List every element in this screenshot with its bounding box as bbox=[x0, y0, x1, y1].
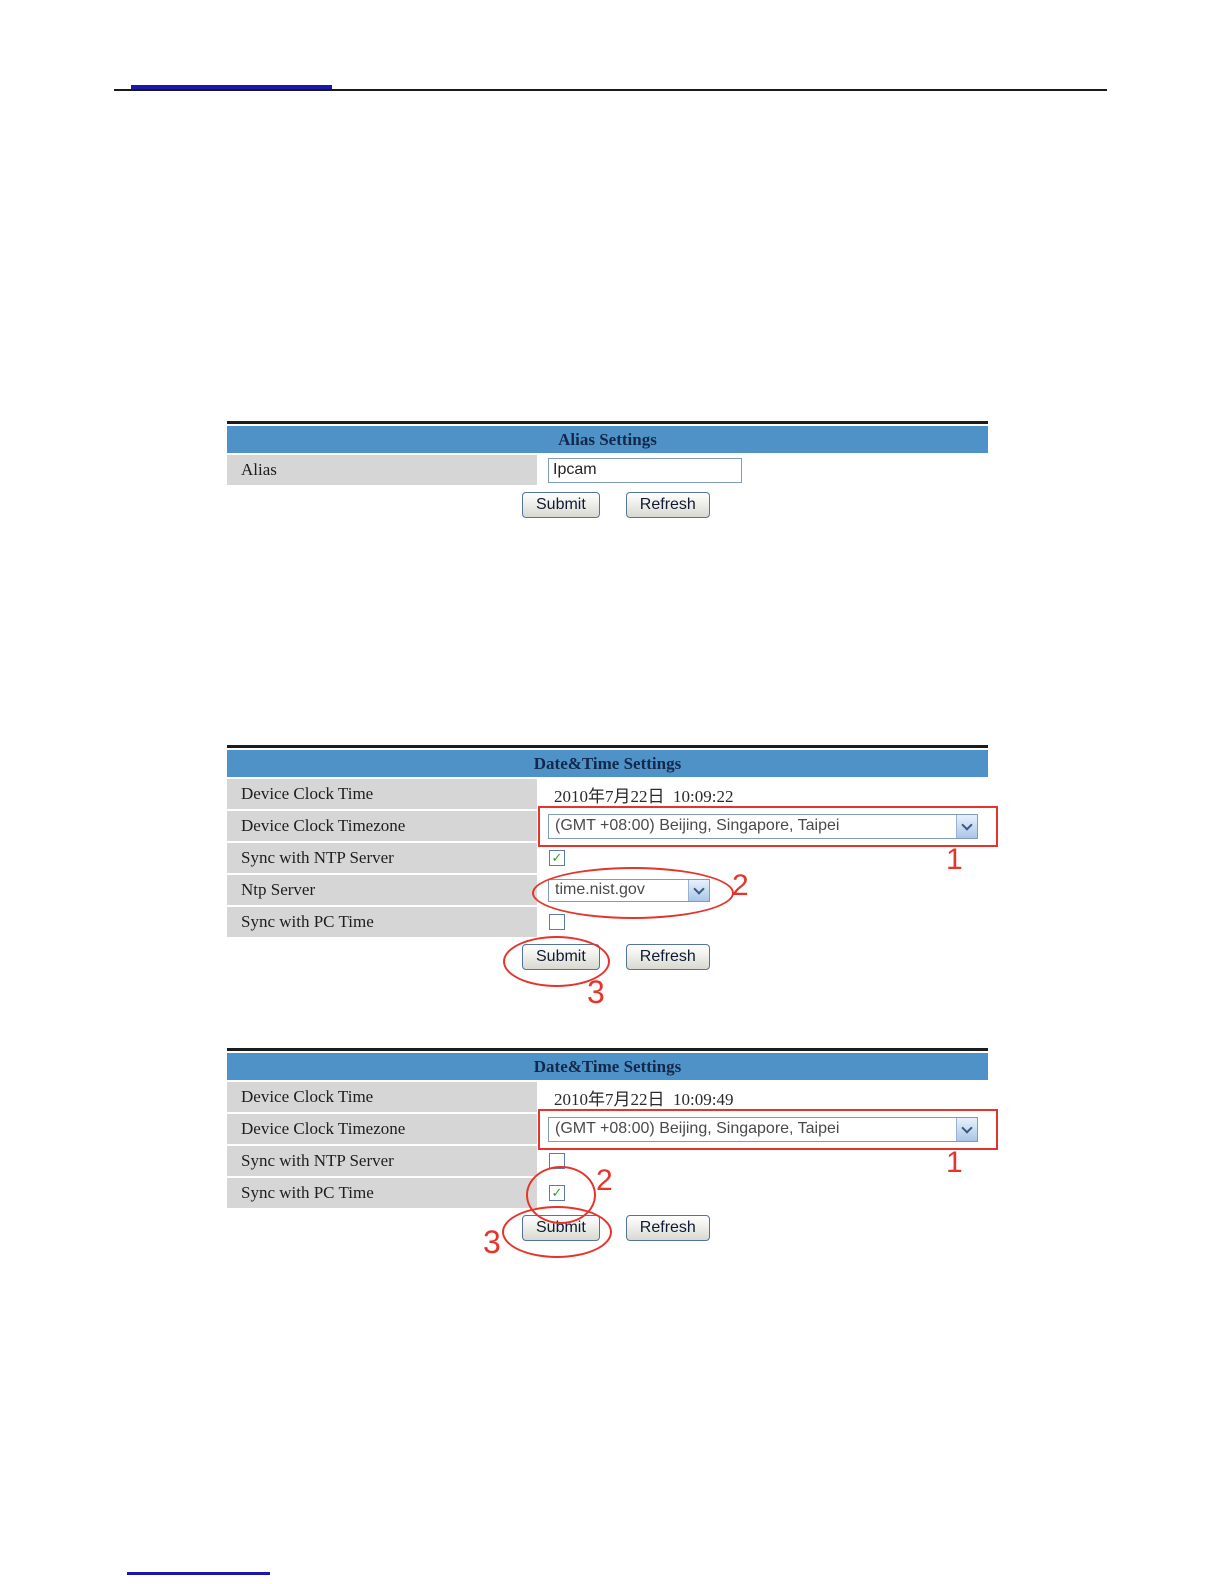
sync-pc-row: Sync with PC Time bbox=[227, 907, 988, 937]
device-clock-time-row: Device Clock Time 2010年7月22日 10:09:49 bbox=[227, 1082, 988, 1112]
device-clock-time-value: 2010年7月22日 10:09:49 bbox=[554, 1089, 734, 1109]
annotation-rect-timezone-2 bbox=[538, 1109, 998, 1150]
annotation-number-2: 2 bbox=[596, 1164, 613, 1197]
refresh-button[interactable]: Refresh bbox=[625, 1215, 710, 1241]
sync-ntp-row: Sync with NTP Server bbox=[227, 1146, 988, 1176]
annotation-number-2: 2 bbox=[732, 869, 749, 902]
alias-value-cell bbox=[540, 455, 988, 485]
alias-row: Alias bbox=[227, 455, 988, 485]
device-clock-time-label: Device Clock Time bbox=[227, 1082, 537, 1112]
annotation-ellipse-ntp-server bbox=[532, 867, 734, 919]
panel-header: Date&Time Settings bbox=[227, 1053, 988, 1080]
footer-link-underline bbox=[127, 1572, 270, 1575]
sync-pc-label: Sync with PC Time bbox=[227, 907, 537, 937]
annotation-ellipse-submit bbox=[503, 936, 610, 987]
timezone-select-value: (GMT +08:00) Beijing, Singapore, Taipei bbox=[555, 1120, 840, 1137]
annotation-number-3: 3 bbox=[483, 1224, 501, 1260]
panel-header: Date&Time Settings bbox=[227, 750, 988, 777]
alias-buttons-row: Submit Refresh bbox=[227, 489, 988, 526]
device-clock-time-value: 2010年7月22日 10:09:22 bbox=[554, 786, 734, 806]
ntp-server-label: Ntp Server bbox=[227, 875, 537, 905]
dropdown-arrow-icon bbox=[956, 814, 977, 838]
alias-settings-panel: Alias Settings Alias Submit Refresh bbox=[227, 421, 988, 526]
annotation-number-1: 1 bbox=[946, 843, 963, 876]
sync-pc-checkbox[interactable] bbox=[549, 914, 565, 930]
device-clock-timezone-row: Device Clock Timezone (GMT +08:00) Beiji… bbox=[227, 1114, 988, 1144]
device-clock-time-label: Device Clock Time bbox=[227, 779, 537, 809]
sync-ntp-label: Sync with NTP Server bbox=[227, 1146, 537, 1176]
panel-title: Alias Settings bbox=[558, 429, 657, 449]
device-clock-time-row: Device Clock Time 2010年7月22日 10:09:22 bbox=[227, 779, 988, 809]
alias-input[interactable] bbox=[548, 457, 742, 483]
device-clock-timezone-label: Device Clock Timezone bbox=[227, 1114, 537, 1144]
header-link-underline bbox=[131, 85, 332, 89]
timezone-select[interactable]: (GMT +08:00) Beijing, Singapore, Taipei bbox=[548, 1116, 978, 1142]
annotation-rect-timezone-1 bbox=[538, 806, 998, 847]
sync-ntp-label: Sync with NTP Server bbox=[227, 843, 537, 873]
timezone-select[interactable]: (GMT +08:00) Beijing, Singapore, Taipei bbox=[548, 813, 978, 839]
sync-ntp-checkbox[interactable]: ✓ bbox=[549, 850, 565, 866]
datetime-settings-panel-1: Date&Time Settings Device Clock Time 201… bbox=[227, 745, 988, 978]
device-clock-timezone-label: Device Clock Timezone bbox=[227, 811, 537, 841]
device-clock-timezone-row: Device Clock Timezone (GMT +08:00) Beiji… bbox=[227, 811, 988, 841]
annotation-number-3: 3 bbox=[587, 974, 605, 1010]
panel-header: Alias Settings bbox=[227, 426, 988, 453]
checkmark-icon: ✓ bbox=[551, 850, 563, 866]
annotation-ellipse-submit bbox=[502, 1206, 612, 1258]
panel-title: Date&Time Settings bbox=[533, 1056, 682, 1076]
dropdown-arrow-icon bbox=[956, 1117, 977, 1141]
annotation-number-1: 1 bbox=[946, 1146, 963, 1179]
timezone-select-value: (GMT +08:00) Beijing, Singapore, Taipei bbox=[555, 817, 840, 834]
refresh-button[interactable]: Refresh bbox=[625, 492, 710, 518]
submit-button[interactable]: Submit bbox=[522, 492, 600, 518]
header-rule bbox=[114, 89, 1107, 91]
alias-label: Alias bbox=[227, 455, 537, 485]
refresh-button[interactable]: Refresh bbox=[625, 944, 710, 970]
sync-pc-label: Sync with PC Time bbox=[227, 1178, 537, 1208]
panel-title: Date&Time Settings bbox=[533, 753, 682, 773]
